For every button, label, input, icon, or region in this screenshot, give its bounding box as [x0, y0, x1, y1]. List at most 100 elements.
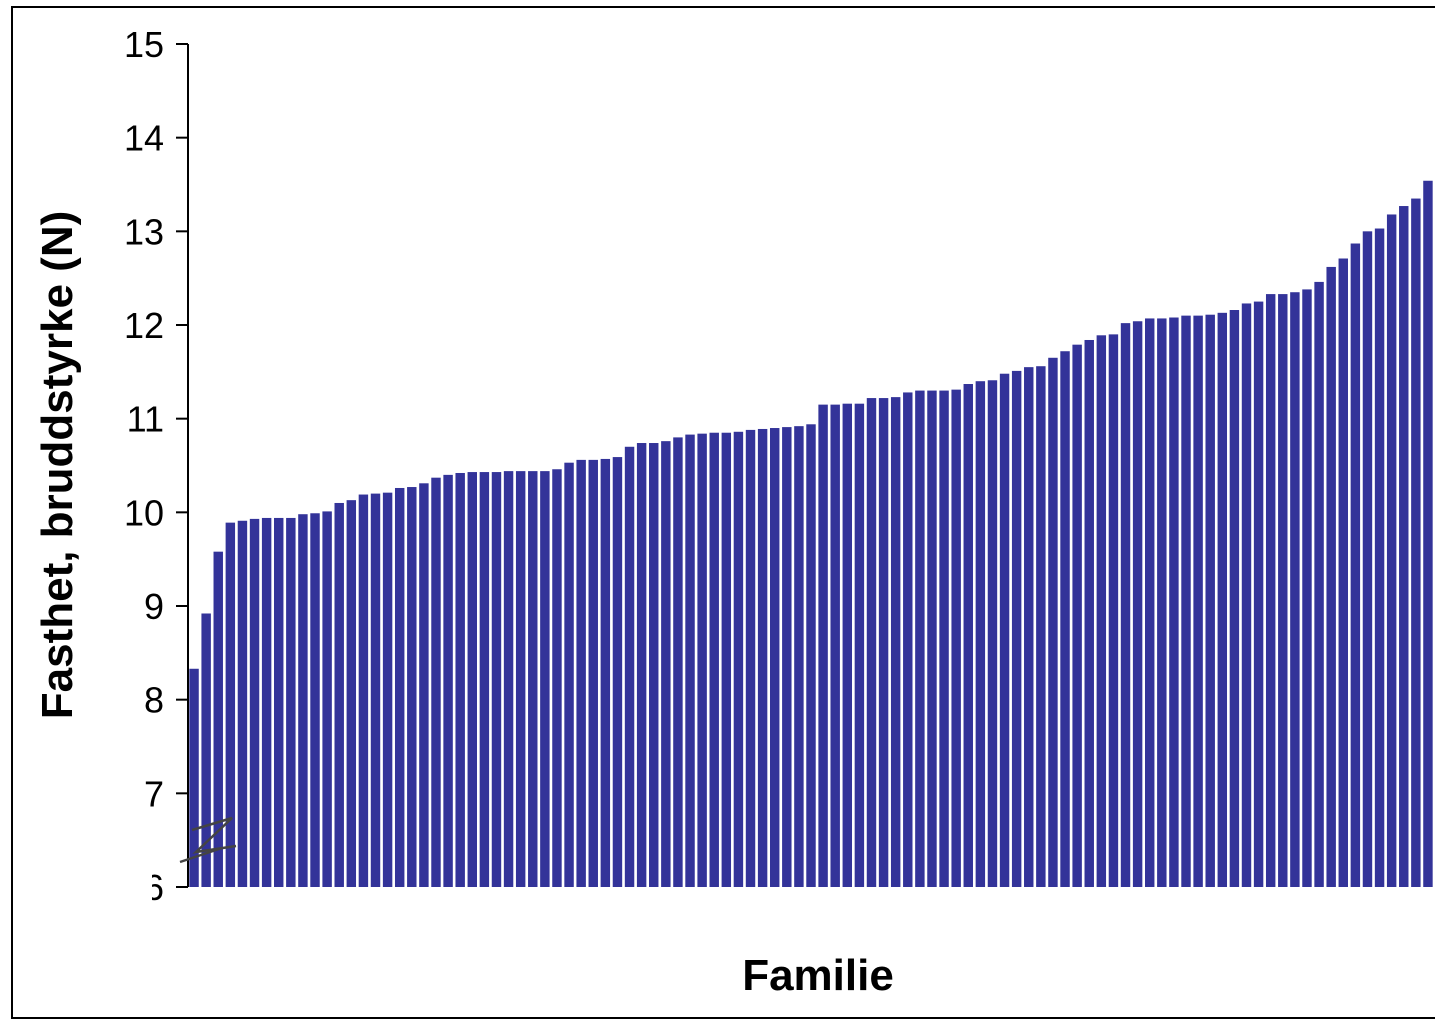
axis-break-mark [120, 816, 237, 904]
axis-break-zigzag [179, 816, 237, 864]
bar [794, 426, 804, 887]
bar [733, 431, 744, 887]
y-tick-label: 12 [124, 305, 164, 346]
bar [1145, 318, 1155, 887]
bar [1072, 344, 1082, 887]
bar [503, 471, 514, 887]
bar [878, 398, 889, 887]
bar [1314, 281, 1324, 887]
bar [576, 459, 586, 887]
bar [249, 518, 260, 887]
bar [467, 472, 477, 887]
bar [818, 404, 828, 887]
y-tick-label: 8 [144, 680, 164, 721]
bar [1060, 351, 1070, 888]
bar [322, 511, 332, 887]
bar [479, 472, 490, 887]
bar [443, 474, 453, 887]
y-axis-title: Fasthet, bruddstyrke (N) [33, 211, 82, 720]
bar [1411, 198, 1421, 888]
bar [382, 492, 393, 887]
bar [915, 390, 925, 887]
bar [1048, 357, 1058, 887]
bar [709, 432, 719, 887]
bar [854, 403, 865, 887]
bar [1011, 370, 1022, 887]
bar [842, 403, 853, 887]
bar [636, 443, 647, 887]
y-tick-label: 15 [124, 24, 164, 65]
bar [1253, 301, 1264, 888]
bar [685, 434, 695, 887]
bar [963, 384, 973, 887]
bar [370, 493, 381, 887]
bar [999, 373, 1010, 888]
bar [1399, 206, 1409, 888]
bar [1108, 334, 1119, 887]
bar [649, 443, 659, 887]
bar [1229, 310, 1240, 887]
bar [540, 471, 550, 887]
bar [830, 404, 840, 887]
bar [939, 390, 949, 887]
bar [407, 487, 417, 887]
bar [1193, 315, 1203, 887]
bar [552, 469, 562, 887]
bar [431, 477, 441, 887]
bar [213, 551, 223, 887]
bar [745, 429, 756, 887]
bar [757, 428, 768, 887]
bar [1302, 289, 1312, 887]
bar [564, 462, 574, 887]
bar [334, 502, 344, 887]
bar [189, 668, 199, 887]
y-tick-label: 13 [124, 211, 164, 252]
bar [274, 517, 284, 887]
bar [528, 471, 538, 887]
bar [1290, 292, 1300, 888]
bar [491, 472, 502, 887]
y-tick-label: 14 [124, 118, 164, 159]
bar [600, 458, 611, 887]
bar [225, 522, 236, 887]
bar [975, 381, 986, 887]
bar [806, 424, 816, 887]
bar [310, 513, 320, 887]
bar [1205, 314, 1215, 887]
bar [1120, 323, 1131, 887]
bar [1362, 231, 1373, 887]
bar [624, 446, 635, 887]
bar [515, 471, 526, 887]
bar [1350, 243, 1361, 887]
bar [866, 398, 877, 887]
bar [612, 457, 623, 887]
bar [987, 380, 998, 887]
bar [1241, 303, 1252, 888]
y-tick-label: 11 [127, 399, 164, 440]
bar [1278, 294, 1288, 888]
bar [455, 472, 465, 887]
bar [1181, 315, 1191, 887]
bar [588, 459, 598, 887]
bar [261, 517, 272, 887]
y-tick-label: 9 [144, 586, 164, 627]
bar [358, 494, 369, 887]
bar [1386, 214, 1397, 888]
bar [1423, 180, 1433, 887]
bar [286, 517, 296, 887]
bar [661, 441, 671, 887]
bar [1024, 367, 1034, 887]
bar [1374, 228, 1385, 887]
y-tick-label: 7 [144, 773, 164, 814]
axis-break-gap [120, 874, 152, 904]
bar [394, 487, 405, 887]
bar [1217, 312, 1228, 887]
bar [237, 520, 248, 887]
bars-group [189, 180, 1433, 888]
x-axis-title: Familie [742, 951, 894, 1000]
bar [721, 432, 732, 887]
bar [1169, 317, 1179, 887]
bar [1084, 339, 1094, 887]
